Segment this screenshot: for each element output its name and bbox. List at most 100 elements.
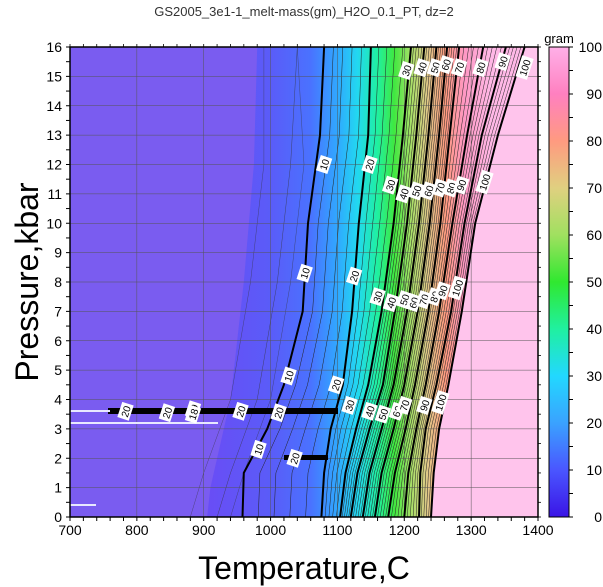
contour-label: 20 (158, 403, 175, 423)
artifact-band-2-0 (284, 455, 328, 460)
minor-contour-line (305, 47, 362, 517)
colorbar-scale (548, 46, 570, 518)
minor-contour-line (391, 47, 465, 517)
contour-label-text: 10 (299, 266, 313, 280)
colorbar-tick-label: 40 (586, 321, 602, 337)
major-contour-80 (403, 47, 485, 517)
contour-label: 40 (395, 184, 412, 204)
contour-label: 20 (270, 403, 287, 423)
contour-label: 40 (382, 293, 399, 313)
y-tick-label: 10 (46, 215, 62, 231)
minor-contour-line (421, 47, 510, 517)
y-tick-label: 6 (54, 333, 62, 349)
contour-label-text: 20 (235, 404, 249, 418)
contour-label-text: 20 (349, 269, 363, 283)
contour-label: 100 (447, 275, 467, 301)
contour-label-text: 100 (434, 393, 450, 413)
chart-title: GS2005_3e1-1_melt-mass(gm)_H2O_0.1_PT, d… (154, 4, 454, 19)
contour-label: 70 (396, 395, 413, 415)
major-contours (241, 47, 526, 517)
contour-label: 100 (515, 55, 534, 80)
contour-label: 90 (452, 175, 470, 195)
colorbar-tick-label: 10 (586, 462, 602, 478)
y-tick-label: 13 (46, 127, 62, 143)
x-axis-label: Temperature,C (198, 550, 410, 586)
contour-label-text: 10 (283, 369, 297, 383)
minor-contour-line (324, 47, 380, 517)
x-tick-label: 800 (125, 522, 149, 538)
contour-label: 10 (280, 366, 297, 386)
contour-label: 70 (450, 58, 468, 78)
minor-contour-line (348, 47, 422, 517)
contour-label: 100 (431, 390, 450, 415)
contour-label: 10 (296, 263, 313, 283)
contour-label: 90 (434, 281, 451, 301)
contour-label: 40 (361, 401, 378, 421)
colorbar-tick-labels: 0 10 20 30 40 50 60 70 80 90 100 (569, 39, 602, 525)
contour-label: 30 (341, 395, 358, 415)
contour-label-text: 20 (161, 406, 175, 420)
contour-label-text: 10 (253, 442, 267, 456)
contour-label-text: 10 (319, 158, 333, 172)
major-contour-90 (418, 47, 507, 517)
artifact-line-3-2 (70, 422, 218, 424)
plot-frame (66, 44, 541, 521)
contour-label: 18 (184, 404, 202, 424)
y-tick-label: 7 (54, 303, 62, 319)
minor-contour-line (425, 47, 518, 517)
contour-label-text: 70 (399, 398, 413, 412)
contour-label-text: 20 (364, 158, 378, 172)
y-tick-label: 0 (54, 509, 62, 525)
contour-label-text: 40 (398, 187, 412, 201)
major-contour-50 (361, 47, 438, 517)
minor-contour-line (412, 47, 498, 517)
major-contour-40 (349, 47, 426, 517)
minor-contour-line (328, 47, 388, 517)
y-tick-label: 12 (46, 157, 62, 173)
low-pressure-artifacts (70, 408, 338, 506)
minor-contour-line (332, 47, 396, 517)
major-contour-60 (373, 47, 449, 517)
contour-label-text: 60 (440, 58, 454, 72)
minor-contour-line (400, 47, 479, 517)
major-contour-30 (339, 47, 412, 517)
contour-label: 20 (345, 266, 363, 286)
contour-label-text: 60 (423, 184, 437, 198)
y-tick-label: 16 (46, 39, 62, 55)
x-tick-label: 700 (58, 522, 82, 538)
contour-label-text: 50 (377, 407, 391, 421)
minor-contour-line (428, 47, 522, 517)
contour-label-text: 40 (385, 296, 399, 310)
minor-contour-line (258, 47, 334, 517)
colorbar-tick-label: 100 (579, 39, 603, 55)
y-tick-label: 3 (54, 421, 62, 437)
minor-contour-line (367, 47, 441, 517)
contour-label: 50 (374, 404, 391, 424)
contour-label-text: 100 (451, 278, 467, 298)
colorbar-tick-label: 20 (586, 415, 602, 431)
minor-contour-line (423, 47, 514, 517)
contour-label-text: 90 (437, 284, 451, 298)
colorbar-tick-label: 30 (586, 368, 602, 384)
contour-label: 100 (475, 169, 494, 195)
contour-label: 80 (472, 58, 489, 78)
contour-label-text: 30 (372, 290, 386, 304)
colorbar-tick-label: 80 (586, 133, 602, 149)
contour-label: 60 (420, 181, 437, 201)
minor-contour-line (360, 47, 435, 517)
minor-contour-line (352, 47, 427, 517)
x-tick-label: 1100 (322, 522, 352, 538)
minor-contour-line (336, 47, 404, 517)
artifact-line-3-6 (70, 410, 110, 412)
minor-contour-line (385, 47, 457, 517)
minor-contour-line (369, 47, 444, 517)
contour-label-text: 40 (416, 61, 430, 75)
artifact-line-0-4 (70, 504, 96, 506)
minor-contour-line (377, 47, 450, 517)
y-tick-label: 15 (46, 68, 62, 84)
contour-label-text: 40 (364, 404, 378, 418)
x-axis-tick-labels: 700 800 900 1000 1100 1200 1300 1400 (58, 522, 553, 538)
contour-label-text: 30 (385, 178, 399, 192)
